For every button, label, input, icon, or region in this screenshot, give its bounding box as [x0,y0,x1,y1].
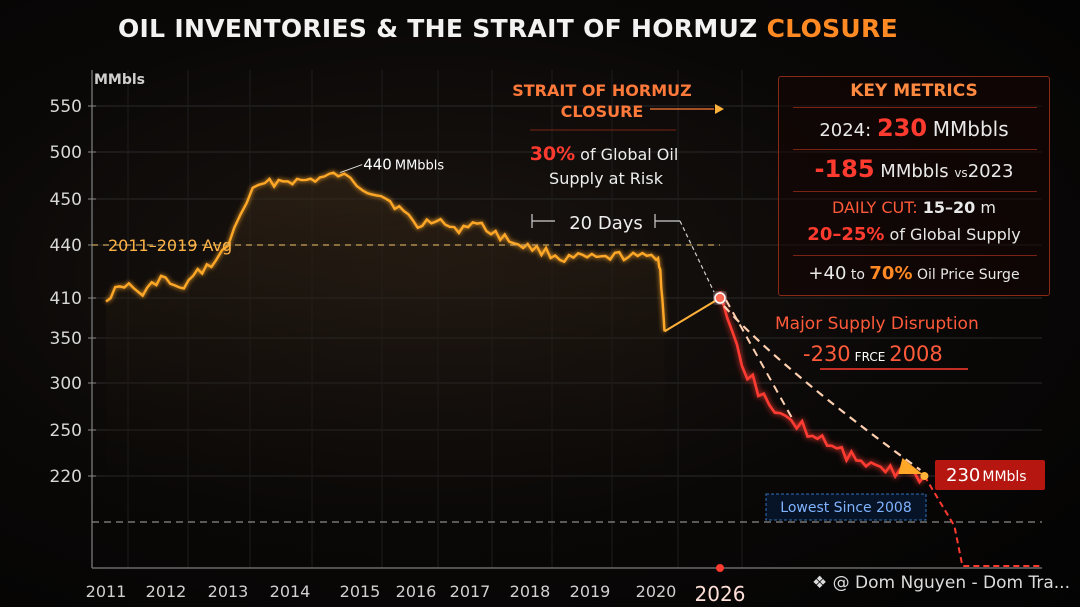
metric-row-change: -185 MMbbls vs2023 [779,155,1049,183]
metric-label: 2024: [819,120,872,141]
watermark-text: @ Dom Nguyen - Dom Tra... [832,573,1070,593]
metric-value: 15–20 [922,198,976,217]
key-metrics-panel: KEY METRICS 2024: 230 MMbbls -185 MMbbls… [778,76,1050,296]
axes: MMbls 550 500 450 440 410 350 300 250 220 2011 2012… [50,70,1042,606]
x-tick-label: 2011 [86,582,127,601]
hormuz-stat-line-2: Supply at Risk [549,169,664,188]
y-tick-label: 450 [50,190,82,210]
disruption-value: -230 FRCE 2008 [803,342,943,366]
divider [793,255,1037,256]
closure-axis-marker [716,564,724,572]
peak-value: 440 [363,156,392,174]
divider [793,191,1037,192]
watermark: ❖ @ Dom Nguyen - Dom Tra... [812,573,1070,593]
disruption-label: Major Supply Disruption [775,314,979,334]
y-tick-label: 410 [50,289,82,309]
lowest-label: Lowest Since 2008 [780,500,911,516]
days-label: 20 Days [569,213,643,234]
disruption-value-b: FRCE [855,350,886,364]
lowest-box [765,493,927,521]
hormuz-title-1: STRAIT OF HORMUZ [512,81,692,100]
metric-value: 70% [869,263,913,284]
hormuz-title-2: CLOSURE [561,102,644,121]
metric-value: +40 [808,263,847,284]
metric-value: -185 [814,155,875,183]
x-tick-label: 2017 [450,582,491,601]
x-tick-label: 2014 [270,582,311,601]
x-tick-label: 2019 [570,582,611,601]
disruption-value-a: -230 [803,342,851,366]
y-tick-label: 500 [50,143,82,163]
metric-row-price: +40 to 70% Oil Price Surge [779,263,1049,284]
x-tick-label: 2020 [636,582,677,601]
y-tick-label: 220 [50,467,82,487]
metric-row-daily-cut: DAILY CUT: 15–20 m [779,198,1049,217]
y-tick-label: 250 [50,421,82,441]
x-tick-label: 2016 [396,582,437,601]
metric-unit: MMbbls [932,117,1009,141]
peak-leader-line [340,164,363,174]
disruption-value-c: 2008 [889,342,942,366]
chart-title: OIL INVENTORIES & THE STRAIT OF HORMUZ C… [118,14,898,43]
hormuz-arrow-icon [715,104,724,114]
connector-line [664,297,721,333]
y-tick-label: 550 [50,97,82,117]
x-tick-label: 2026 [695,582,746,606]
end-value-label: 230 MMbls [946,465,1027,486]
trend-arrow-line [723,305,922,471]
area-fill [106,174,665,568]
peak-label: 440 MMbbls [363,156,444,174]
y-tick-label: 440 [50,236,82,256]
end-point-marker [920,472,929,480]
arrow-head-icon [898,458,923,474]
y-axis-label: MMbls [94,72,145,88]
x-tick-label: 2018 [510,582,551,601]
metric-row-2024: 2024: 230 MMbbls [779,114,1049,142]
series [105,171,1042,567]
title-accent: CLOSURE [766,14,898,43]
title-main: OIL INVENTORIES & THE STRAIT OF HORMUZ [118,14,758,43]
metric-label: DAILY CUT: [832,198,918,217]
metric-label: Oil Price Surge [916,267,1020,283]
metric-value: 230 [876,114,928,142]
end-value-number: 230 [946,465,980,486]
inventory-line [105,171,666,332]
metric-label: vs [954,166,968,180]
key-metrics-title: KEY METRICS [850,81,978,101]
metric-label: to [850,267,865,283]
hormuz-stat-text: of Global Oil [580,145,678,164]
metric-value: 20–25% [807,224,885,245]
x-tick-label: 2015 [340,582,381,601]
metric-unit: m [980,198,996,217]
area-fill-path [106,174,665,568]
hormuz-stat-line-1: 30% of Global Oil [530,143,679,165]
end-value-unit: MMbls [982,469,1026,485]
peak-unit: MMbbls [395,159,445,174]
y-tick-label: 300 [50,374,82,394]
y-tick-label: 350 [50,329,82,349]
divider [793,149,1037,150]
hormuz-stat-value: 30% [530,143,575,165]
avg-label: 2011–2019 Avg [108,236,232,255]
projection-line [718,291,926,485]
metric-unit: MMbbls [880,161,949,182]
metric-row-global-supply: 20–25% of Global Supply [779,224,1049,245]
diamond-logo-icon: ❖ [812,573,828,593]
end-value-box [935,460,1045,490]
trend-arrow-line-2 [725,299,793,419]
metric-label: 2023 [967,161,1014,182]
x-tick-label: 2012 [146,582,187,601]
x-tick-label: 2013 [208,582,249,601]
days-leader-line [679,220,715,293]
divider [793,107,1037,108]
metric-label: of Global Supply [889,225,1021,244]
